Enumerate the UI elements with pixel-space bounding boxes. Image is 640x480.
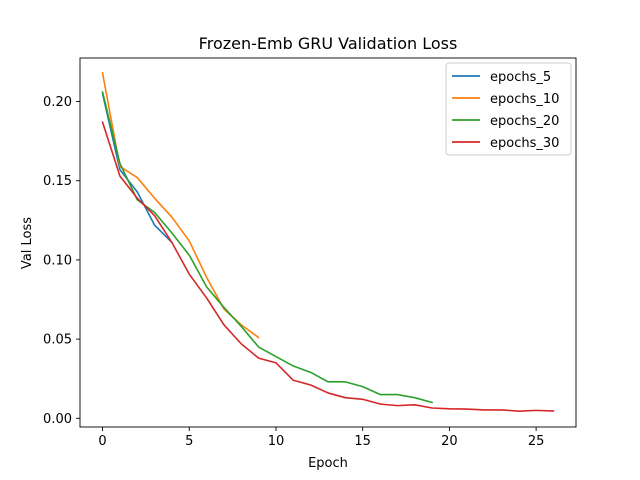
legend-box xyxy=(445,62,572,156)
x-tick-label: 0 xyxy=(98,434,106,449)
plot-area: 0 5 10 15 20 25 0.00 0.05 0.10 0.15 0.20 xyxy=(43,57,577,449)
x-tick-label: 25 xyxy=(528,434,545,449)
legend-label-epochs_30: epochs_30 xyxy=(490,136,559,151)
series-line-epochs_5 xyxy=(101,92,174,244)
legend-label-epochs_10: epochs_10 xyxy=(490,92,559,107)
x-tick-label: 15 xyxy=(354,434,371,449)
y-tick-label: 0.20 xyxy=(43,95,72,110)
y-tick-label: 0.10 xyxy=(43,253,72,268)
y-tick-label: 0.15 xyxy=(43,174,72,189)
axes-frame xyxy=(79,57,577,428)
x-tick-label: 5 xyxy=(185,434,193,449)
series-line-epochs_20 xyxy=(101,91,434,404)
series-line-epochs_30 xyxy=(101,121,555,412)
x-tick-label: 20 xyxy=(441,434,458,449)
x-axis-label: Epoch xyxy=(308,456,348,471)
legend-label-epochs_5: epochs_5 xyxy=(490,70,551,85)
y-tick-label: 0.05 xyxy=(43,333,72,348)
legend-label-epochs_20: epochs_20 xyxy=(490,114,559,129)
y-axis-label: Val Loss xyxy=(20,217,35,269)
x-tick-label: 10 xyxy=(268,434,285,449)
chart-title: Frozen-Emb GRU Validation Loss xyxy=(199,34,458,53)
legend: epochs_5 epochs_10 epochs_20 epochs_30 xyxy=(445,62,572,156)
y-tick-label: 0.00 xyxy=(43,412,72,427)
